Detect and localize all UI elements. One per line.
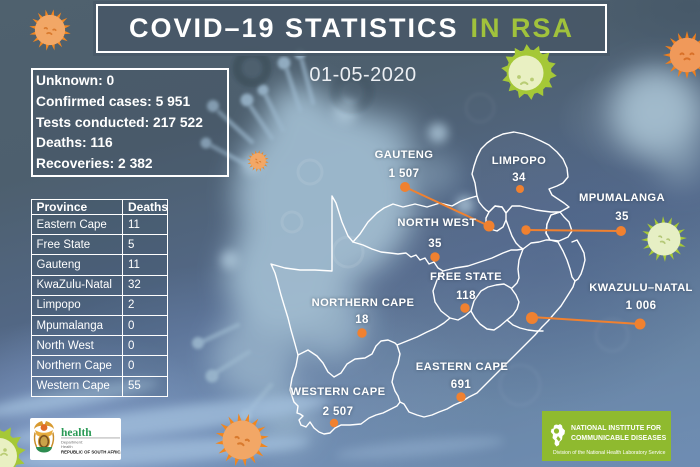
svg-text:Health: Health (61, 444, 73, 449)
svg-text:health: health (61, 427, 92, 439)
svg-text:Department:: Department: (61, 440, 83, 445)
svg-text:REPUBLIC OF SOUTH AFRICA: REPUBLIC OF SOUTH AFRICA (61, 450, 121, 455)
